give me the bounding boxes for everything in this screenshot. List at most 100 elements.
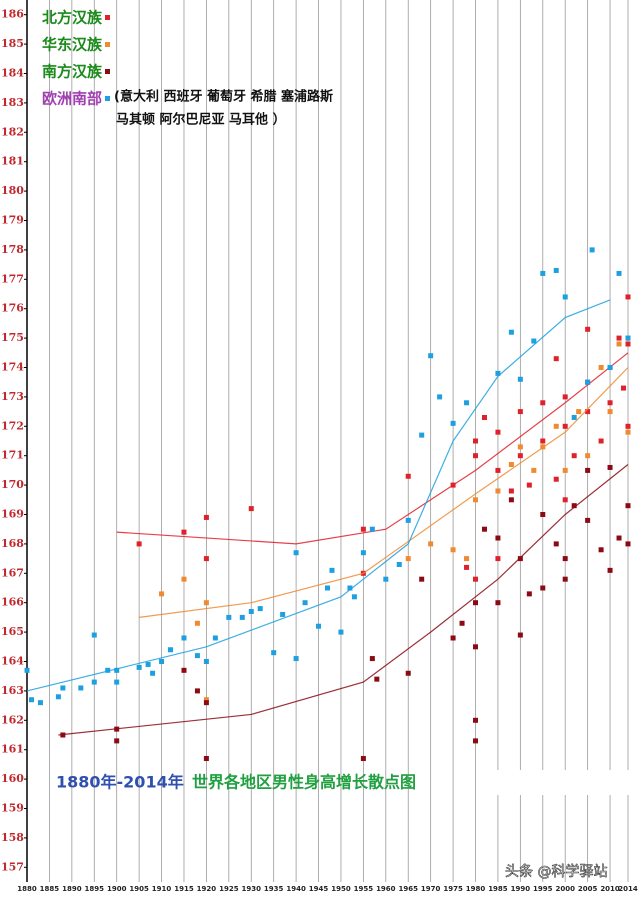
point bbox=[571, 503, 577, 509]
point bbox=[405, 517, 411, 523]
point bbox=[625, 423, 631, 429]
trend-line bbox=[58, 464, 629, 736]
x-tick-label: 2005 bbox=[578, 885, 598, 893]
point bbox=[203, 600, 209, 606]
y-tick-label: 173 bbox=[1, 390, 24, 403]
point bbox=[450, 420, 456, 426]
point bbox=[369, 526, 375, 532]
point bbox=[585, 467, 591, 473]
point bbox=[517, 444, 523, 450]
point bbox=[396, 561, 402, 567]
point bbox=[625, 541, 631, 547]
x-tick-label: 1905 bbox=[129, 885, 149, 893]
point bbox=[91, 679, 97, 685]
y-tick-label: 158 bbox=[1, 831, 24, 844]
y-tick-label: 171 bbox=[1, 449, 24, 462]
point bbox=[540, 270, 546, 276]
point bbox=[473, 600, 479, 606]
y-tick-label: 186 bbox=[1, 8, 24, 21]
x-tick-label: 1900 bbox=[107, 885, 127, 893]
point bbox=[150, 670, 156, 676]
x-tick-label: 1965 bbox=[398, 885, 418, 893]
point bbox=[28, 697, 34, 703]
point bbox=[374, 676, 380, 682]
x-tick-label: 2000 bbox=[555, 885, 575, 893]
point bbox=[271, 650, 277, 656]
y-tick-label: 184 bbox=[1, 67, 24, 80]
legend-label: 华东汉族 bbox=[42, 36, 103, 54]
point bbox=[60, 732, 66, 738]
point bbox=[114, 726, 120, 732]
legend-label: 北方汉族 bbox=[42, 9, 103, 27]
point bbox=[114, 667, 120, 673]
y-tick-label: 180 bbox=[1, 184, 24, 197]
point bbox=[526, 482, 532, 488]
point bbox=[585, 379, 591, 385]
point bbox=[405, 670, 411, 676]
point bbox=[55, 694, 61, 700]
point bbox=[625, 503, 631, 509]
x-tick-label: 1940 bbox=[286, 885, 306, 893]
y-tick-label: 160 bbox=[1, 772, 24, 785]
x-tick-label: 1935 bbox=[264, 885, 284, 893]
point bbox=[136, 541, 142, 547]
point bbox=[181, 529, 187, 535]
point bbox=[464, 400, 470, 406]
point bbox=[194, 620, 200, 626]
x-tick-label: 1995 bbox=[533, 885, 553, 893]
y-tick-label: 169 bbox=[1, 508, 24, 521]
point bbox=[481, 414, 487, 420]
point bbox=[553, 356, 559, 362]
y-tick-label: 183 bbox=[1, 96, 24, 109]
trend-line bbox=[116, 352, 629, 545]
y-tick-label: 174 bbox=[1, 361, 24, 374]
point bbox=[473, 717, 479, 723]
point bbox=[531, 467, 537, 473]
point bbox=[212, 635, 218, 641]
point bbox=[495, 556, 501, 562]
point bbox=[464, 564, 470, 570]
x-tick-label: 1960 bbox=[376, 885, 396, 893]
point bbox=[464, 556, 470, 562]
point bbox=[226, 614, 232, 620]
point bbox=[159, 591, 165, 597]
y-tick-label: 168 bbox=[1, 537, 24, 550]
point bbox=[60, 685, 66, 691]
point bbox=[450, 635, 456, 641]
point bbox=[136, 664, 142, 670]
point bbox=[517, 409, 523, 415]
point bbox=[329, 567, 335, 573]
point bbox=[78, 685, 84, 691]
point bbox=[369, 656, 375, 662]
point bbox=[495, 600, 501, 606]
y-tick-label: 178 bbox=[1, 243, 24, 256]
point bbox=[540, 585, 546, 591]
annotation: (意大利 西班牙 葡萄牙 希腊 塞浦路斯 bbox=[114, 89, 333, 105]
point bbox=[589, 247, 595, 253]
point bbox=[625, 335, 631, 341]
x-tick-label: 1890 bbox=[62, 885, 82, 893]
point bbox=[553, 267, 559, 273]
point bbox=[616, 535, 622, 541]
point bbox=[553, 423, 559, 429]
point bbox=[383, 576, 389, 582]
point bbox=[585, 517, 591, 523]
point bbox=[316, 623, 322, 629]
point bbox=[419, 432, 425, 438]
y-tick-label: 177 bbox=[1, 272, 24, 285]
point bbox=[607, 567, 613, 573]
x-tick-label: 1945 bbox=[309, 885, 329, 893]
point bbox=[495, 429, 501, 435]
point bbox=[598, 365, 604, 370]
point bbox=[325, 585, 330, 591]
point bbox=[159, 659, 165, 664]
point bbox=[616, 270, 622, 276]
y-tick-label: 165 bbox=[1, 625, 24, 638]
point bbox=[625, 341, 631, 347]
legend-label: 欧洲南部 bbox=[42, 90, 102, 108]
trend-line bbox=[26, 299, 611, 692]
trend-line bbox=[139, 367, 629, 618]
point bbox=[194, 653, 200, 659]
point bbox=[360, 526, 366, 532]
